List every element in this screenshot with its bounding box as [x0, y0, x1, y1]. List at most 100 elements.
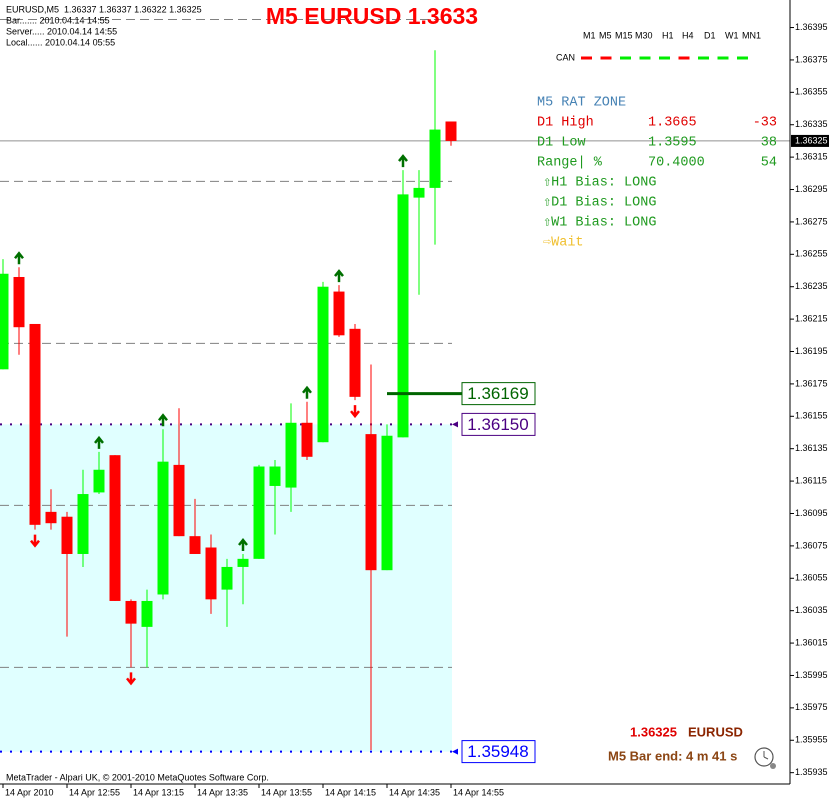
signal-arrow-down — [126, 672, 136, 686]
y-tick-label: 1.36035 — [795, 605, 828, 615]
timeframe-name: D1 — [704, 30, 716, 40]
panel-cell: 54 — [761, 156, 777, 171]
info-line: Server..... 2010.04.14 14:55 — [6, 26, 117, 36]
y-tick-label: 1.36175 — [795, 378, 828, 388]
candle-body — [317, 286, 329, 443]
candle-body — [189, 536, 201, 554]
y-tick-label: 1.36375 — [795, 54, 828, 64]
candle-body — [77, 494, 89, 554]
candle-body — [221, 566, 233, 590]
y-tick-label: 1.35935 — [795, 767, 828, 777]
candle-body — [61, 516, 73, 554]
y-tick-label: 1.35995 — [795, 670, 828, 680]
signal-arrow-up — [14, 251, 24, 265]
y-tick-label: 1.35975 — [795, 702, 828, 712]
candle-body — [157, 461, 169, 595]
signal-arrow-up — [94, 435, 104, 449]
chart-title: M5 EURUSD 1.3633 — [266, 3, 478, 29]
info-line: EURUSD,M5 1.36337 1.36337 1.36322 1.3632… — [6, 4, 202, 14]
candle-body — [333, 291, 345, 336]
bias-line: ⇧W1 Bias: LONG — [543, 216, 656, 231]
y-tick-label: 1.36275 — [795, 216, 828, 226]
candle-body — [397, 194, 409, 438]
footer-price: 1.36325 — [630, 724, 677, 739]
signal-arrow-up — [302, 385, 312, 399]
x-tick-label: 14 Apr 14:15 — [325, 787, 376, 797]
copyright: MetaTrader - Alpari UK, © 2001-2010 Meta… — [6, 772, 269, 782]
signal-arrow-up — [398, 154, 408, 168]
panel-cell: D1 Low — [537, 136, 586, 151]
footer-symbol: EURUSD — [688, 724, 743, 739]
candle-body — [253, 466, 265, 559]
y-tick-label: 1.36095 — [795, 508, 828, 518]
panel-cell: D1 High — [537, 116, 594, 131]
zone-top-box — [461, 412, 536, 436]
status-line: ⇨Wait — [543, 236, 584, 251]
candle-body — [173, 464, 185, 537]
timeframe-name: M15 — [615, 30, 633, 40]
panel-cell: 38 — [761, 136, 777, 151]
candle-body — [109, 455, 121, 601]
timeframe-name: MN1 — [742, 30, 761, 40]
y-tick-label: 1.36295 — [795, 184, 828, 194]
price-label-box — [791, 134, 829, 147]
y-tick-label: 1.36055 — [795, 573, 828, 583]
front-layer: 1.36169 1.36150 1.35948 1.36325 M1 M5 M15 M30 H1… — [387, 30, 829, 764]
signal-arrow-up — [238, 537, 248, 551]
timeframe-name: H4 — [682, 30, 694, 40]
y-tick-label: 1.36315 — [795, 151, 828, 161]
candle-body — [413, 187, 425, 198]
x-tick-label: 14 Apr 14:55 — [453, 787, 504, 797]
price-label: 1.36325 — [795, 135, 828, 145]
panel-cell: 1.3595 — [648, 136, 697, 151]
candle-body — [381, 435, 393, 571]
info-line: Local...... 2010.04.14 05:55 — [6, 37, 115, 47]
y-tick-label: 1.36115 — [795, 475, 827, 485]
x-tick-label: 14 Apr 13:55 — [261, 787, 312, 797]
candle-body — [301, 422, 313, 457]
zone-top-pointer — [452, 421, 458, 428]
y-tick-label: 1.36255 — [795, 249, 828, 259]
candle-body — [29, 323, 41, 525]
y-tick-label: 1.36135 — [795, 443, 828, 453]
zone-bottom-box — [461, 740, 536, 764]
marker-label: 1.36169 — [467, 384, 528, 403]
panel-cell: 70.4000 — [648, 156, 705, 171]
timeframe-name: H1 — [662, 30, 674, 40]
candle-body — [141, 600, 153, 627]
candle-body — [205, 547, 217, 600]
candle-body — [349, 328, 361, 397]
y-tick-label: 1.36195 — [795, 346, 828, 356]
zone-bottom-label: 1.35948 — [467, 742, 528, 761]
y-tick-label: 1.36075 — [795, 540, 828, 550]
x-tick-label: 14 Apr 13:15 — [133, 787, 184, 797]
zone-bottom-pointer — [452, 748, 458, 755]
bias-line: ⇧H1 Bias: LONG — [543, 176, 656, 191]
y-tick-label: 1.35955 — [795, 735, 828, 745]
x-tick-label: 14 Apr 12:55 — [69, 787, 120, 797]
bias-line: ⇧D1 Bias: LONG — [543, 196, 656, 211]
candle-body — [125, 600, 137, 624]
x-tick-label: 14 Apr 2010 — [5, 787, 54, 797]
candle-body — [269, 466, 281, 486]
bar-end: M5 Bar end: 4 m 41 s — [608, 748, 737, 763]
signal-arrow-down — [30, 534, 40, 548]
candle-body — [45, 511, 57, 524]
marker-box — [461, 382, 536, 406]
panel-cell: -33 — [753, 116, 777, 131]
info-line: Bar....... 2010.04.14 14:55 — [6, 15, 110, 25]
x-tick-label: 14 Apr 14:35 — [389, 787, 440, 797]
timeframe-name: W1 — [725, 30, 739, 40]
candle-body — [429, 129, 441, 188]
clock-icon — [754, 747, 776, 769]
panel-cell: 1.3665 — [648, 116, 697, 131]
x-tick-label: 14 Apr 13:35 — [197, 787, 248, 797]
timeframe-name: M30 — [635, 30, 653, 40]
candle-body — [285, 422, 297, 488]
candle-body — [237, 558, 249, 567]
panel-heading: M5 RAT ZONE — [537, 96, 626, 111]
zone-top-label: 1.36150 — [467, 415, 528, 434]
panel-cell: Range| % — [537, 156, 603, 171]
y-tick-label: 1.36015 — [795, 637, 828, 647]
